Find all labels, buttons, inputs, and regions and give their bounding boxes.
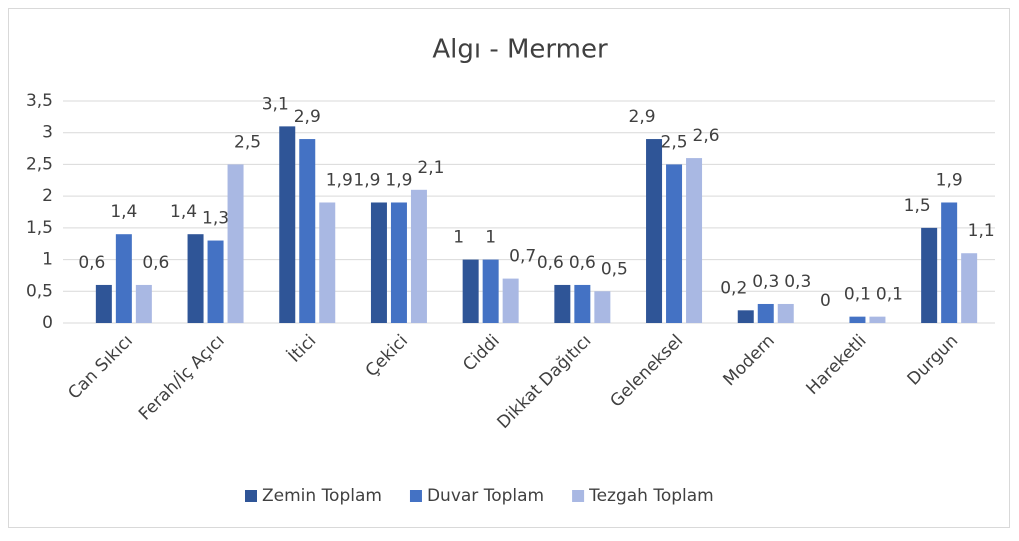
data-label: 1,4 xyxy=(110,202,137,222)
bar xyxy=(686,158,703,323)
y-tick-label: 3,5 xyxy=(26,91,53,111)
data-label: 0,3 xyxy=(752,272,779,292)
data-label: 2,5 xyxy=(661,132,688,152)
data-label: 2,1 xyxy=(417,158,444,178)
data-label: 0,7 xyxy=(509,247,536,267)
bar xyxy=(95,284,112,323)
bar xyxy=(207,240,224,323)
bar xyxy=(941,202,958,323)
data-label: 1,9 xyxy=(385,170,412,190)
data-label: 2,6 xyxy=(693,126,720,146)
y-tick-label: 1 xyxy=(42,250,53,270)
legend-swatch xyxy=(572,490,585,502)
bar xyxy=(135,284,152,323)
data-label: 1,4 xyxy=(170,202,197,222)
legend-label: Tezgah Toplam xyxy=(588,486,714,506)
bar xyxy=(594,291,611,323)
legend-label: Zemin Toplam xyxy=(262,486,382,506)
legend-swatch xyxy=(409,490,422,502)
legend-swatch xyxy=(245,490,257,502)
data-label: 0,1 xyxy=(844,285,871,305)
data-label: 3,1 xyxy=(262,94,289,114)
data-label: 1,9 xyxy=(326,170,353,190)
data-label: 0 xyxy=(820,291,831,311)
bar xyxy=(666,164,683,323)
data-label: 1,3 xyxy=(202,209,229,229)
bar xyxy=(462,259,479,323)
data-label: 0,6 xyxy=(537,253,564,273)
y-tick-label: 3 xyxy=(42,123,53,143)
bar xyxy=(777,303,794,323)
bar xyxy=(319,202,336,323)
bar xyxy=(502,278,519,323)
y-tick-label: 2,5 xyxy=(26,154,53,174)
bar xyxy=(574,284,591,323)
bar xyxy=(646,139,663,323)
data-label: 0,6 xyxy=(569,253,596,273)
bar xyxy=(227,164,244,323)
data-label: 1,1 xyxy=(968,221,995,241)
bar xyxy=(390,202,407,323)
data-label: 2,9 xyxy=(629,107,656,127)
y-tick-label: 0 xyxy=(42,313,53,333)
bar xyxy=(757,303,774,323)
bar xyxy=(370,202,387,323)
y-tick-label: 1,5 xyxy=(26,218,53,238)
legend-label: Duvar Toplam xyxy=(427,486,544,506)
data-label: 2,5 xyxy=(234,132,261,152)
data-label: 0,1 xyxy=(876,285,903,305)
y-tick-label: 0,5 xyxy=(26,281,53,301)
bar xyxy=(849,316,866,323)
bar xyxy=(961,253,978,323)
data-label: 0,6 xyxy=(142,253,169,273)
data-label: 0,5 xyxy=(601,259,628,279)
bar xyxy=(299,139,316,323)
bar xyxy=(554,284,571,323)
chart-title: Algı - Mermer xyxy=(432,35,608,65)
y-tick-label: 2 xyxy=(42,186,53,206)
data-label: 0,6 xyxy=(78,253,105,273)
chart-frame xyxy=(8,8,1010,528)
bar xyxy=(115,234,132,323)
data-label: 1,9 xyxy=(936,170,963,190)
bar xyxy=(482,259,499,323)
bar xyxy=(279,126,296,323)
data-label: 0,3 xyxy=(784,272,811,292)
data-label: 2,9 xyxy=(294,107,321,127)
bar xyxy=(921,227,938,323)
data-label: 0,2 xyxy=(720,278,747,298)
data-label: 1 xyxy=(485,228,496,248)
bar xyxy=(410,189,427,323)
data-label: 1 xyxy=(453,228,464,248)
bar xyxy=(187,234,204,323)
bar xyxy=(869,316,886,323)
data-label: 1,9 xyxy=(353,170,380,190)
bar xyxy=(737,310,754,323)
data-label: 1,5 xyxy=(904,196,931,216)
